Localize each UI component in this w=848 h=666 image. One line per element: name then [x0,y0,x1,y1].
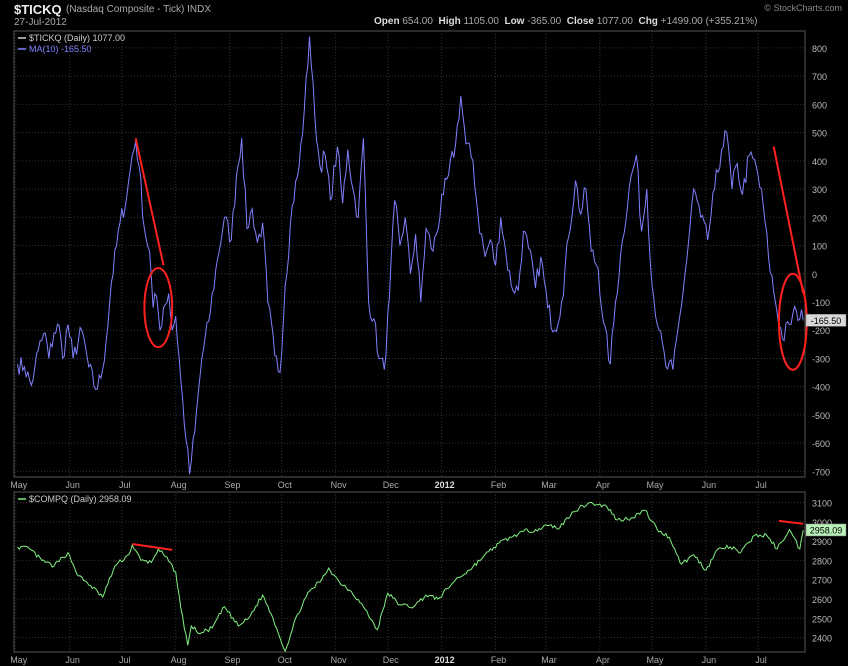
x-tick-label: Apr [596,655,610,665]
x-tick-label: 2012 [435,480,455,490]
y-tick-label: 2900 [812,537,832,547]
chart-header: $TICKQ (Nasdaq Composite - Tick) INDX 27… [0,0,848,30]
y-tick-label: -100 [812,298,830,308]
x-tick-label: Sep [225,480,241,490]
trend-line-annotation [778,519,804,525]
x-tick-label: Aug [171,655,187,665]
x-tick-label: Mar [541,655,557,665]
open-value: 654.00 [402,16,433,27]
ohlc-summary: Open 654.00 High 1105.00 Low -365.00 Clo… [374,16,758,27]
ticker-symbol: $TICKQ [14,2,62,17]
ticker-name: (Nasdaq Composite - Tick) INDX [66,4,212,15]
x-tick-label: Dec [383,655,400,665]
y-tick-label: 600 [812,100,827,110]
tick-panel: 800 700 600 500 400 300 200 100 0 -100 -200 -300 -40… [10,30,847,490]
ma10-series-line [17,36,804,475]
legend-entry: MA(10) -165.50 [29,44,92,54]
x-tick-label: Aug [171,480,187,490]
close-value: 1077.00 [596,16,633,27]
x-tick-label: Nov [331,480,348,490]
x-tick-label: Nov [331,655,348,665]
x-tick-label: May [10,655,28,665]
x-tick-label: Jul [119,480,131,490]
last-price-box [805,314,847,327]
chart-date: 27-Jul-2012 [14,17,67,28]
last-price-label: -165.50 [811,316,842,326]
x-tick-label: 2012 [435,655,455,665]
stockcharts-logo: © StockCharts.com [764,3,842,13]
trend-line-annotation [134,138,165,266]
y-tick-label: -400 [812,383,830,393]
x-tick-label: Mar [541,480,557,490]
x-tick-label: Sep [225,655,241,665]
x-tick-label: May [647,655,665,665]
x-tick-label: Jun [702,480,717,490]
y-tick-label: -300 [812,354,830,364]
legend-entry: $TICKQ (Daily) 1077.00 [29,33,125,43]
change-value: +1499.00 (+355.21%) [660,16,758,27]
exchange-label: INDX [187,4,212,15]
y-tick-label: -500 [812,411,830,421]
x-tick-label: Jun [702,655,717,665]
y-tick-label: -700 [812,467,830,477]
y-tick-label: 2800 [812,556,832,566]
plot-area [13,491,806,653]
x-tick-label: May [647,480,665,490]
x-tick-label: Feb [491,655,507,665]
x-tick-label: Jul [755,655,767,665]
y-tick-label: 3100 [812,499,832,509]
trend-line-annotation [772,146,805,294]
y-tick-label: -600 [812,439,830,449]
y-tick-label: 300 [812,185,827,195]
legend-entry: $COMPQ (Daily) 2958.09 [29,494,132,504]
x-tick-label: Oct [278,480,293,490]
y-tick-label: 100 [812,242,827,252]
x-tick-label: Jun [65,480,80,490]
compq-series-line [17,501,804,653]
y-tick-label: 2700 [812,576,832,586]
y-tick-label: 2400 [812,634,832,644]
compq-panel: 3100 3000 2900 2800 2700 2600 2500 2400 May Jun Ju… [10,491,847,665]
y-tick-label: 0 [812,270,817,280]
last-price-box [805,523,847,537]
y-tick-label: 800 [812,44,827,54]
y-tick-label: 500 [812,129,827,139]
x-tick-label: May [10,480,28,490]
y-tick-label: 200 [812,213,827,223]
x-tick-label: Oct [278,655,293,665]
x-tick-label: Apr [596,480,610,490]
y-tick-label: 400 [812,157,827,167]
last-price-label: 2958.09 [810,525,843,535]
x-tick-label: Dec [383,480,400,490]
y-tick-label: 3000 [812,518,832,528]
y-tick-label: 2500 [812,614,832,624]
y-tick-label: 700 [812,72,827,82]
y-tick-label: 2600 [812,595,832,605]
circle-annotation [143,267,174,349]
trend-line-annotation [132,543,173,551]
high-value: 1105.00 [463,16,499,27]
x-tick-label: Jul [119,655,131,665]
x-tick-label: Jul [755,480,767,490]
low-value: -365.00 [527,16,562,27]
x-tick-label: Jun [65,655,80,665]
y-tick-label: -200 [812,326,830,336]
x-tick-label: Feb [491,480,507,490]
